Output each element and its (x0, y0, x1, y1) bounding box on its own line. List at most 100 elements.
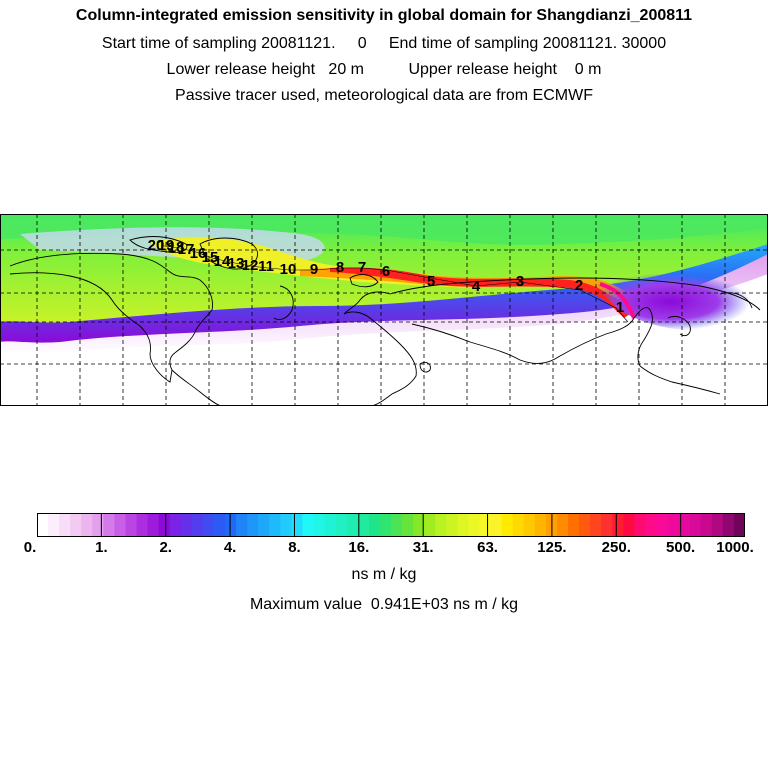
colorbar-cell (435, 513, 447, 537)
colorbar-cell (48, 513, 60, 537)
maximum-value: Maximum value 0.941E+03 ns m / kg (249, 596, 519, 613)
colorbar-cell (92, 513, 104, 537)
lat-lon-grid (0, 214, 768, 406)
colorbar-cell (391, 513, 403, 537)
colorbar-cell (579, 513, 591, 537)
colorbar-cell (103, 513, 116, 537)
trajectory-track (163, 245, 629, 323)
colorbar-cell (225, 513, 237, 537)
colorbar-cell (368, 513, 381, 537)
colorbar-cell (700, 513, 713, 537)
colorbar-cell (501, 513, 514, 537)
colorbar-cell (490, 513, 503, 537)
colorbar-cell (302, 513, 315, 537)
colorbar-tick-label: 1000. (716, 539, 754, 556)
trajectory-label: 18 (168, 239, 185, 256)
colorbar-cell (81, 513, 93, 537)
colorbar-cell (280, 513, 293, 537)
colorbar-tick-label: 250. (601, 539, 631, 556)
colorbar-tick-label: 2. (159, 539, 172, 556)
colorbar-cell (247, 513, 259, 537)
trajectory-label: 12 (242, 257, 259, 274)
colorbar-cell (689, 513, 702, 537)
colorbar-cell (733, 513, 745, 537)
colorbar-cell (346, 513, 359, 537)
colorbar-cell (711, 513, 724, 537)
colorbar-cell (335, 513, 348, 537)
trajectory-label: 4 (472, 278, 481, 295)
colorbar-cell (568, 513, 580, 537)
trajectory-label: 10 (280, 261, 297, 278)
trajectory-label: 6 (382, 263, 390, 280)
colorbar-cell (457, 513, 470, 537)
colorbar-frame (37, 513, 745, 537)
colorbar-cell (214, 513, 226, 537)
trajectory-label: 3 (516, 273, 524, 290)
colorbar-cell (202, 513, 215, 537)
sensitivity-field (0, 214, 768, 406)
plot-title: Column-integrated emission sensitivity i… (75, 7, 693, 24)
colorbar-cell (291, 513, 304, 537)
colorbar-tick-label: 4. (223, 539, 237, 556)
colorbar-cell (136, 513, 149, 537)
colorbar-cell (379, 513, 392, 537)
trajectory-label: 11 (258, 258, 274, 275)
colorbar-cell (169, 513, 182, 537)
trajectory-label: 15 (202, 249, 219, 266)
trajectory-label: 20 (148, 237, 165, 254)
trajectory-labels: 1 2 3 4 5 6 7 8 9 10 11 12 13 14 15 16 1… (148, 237, 625, 316)
colorbar-cell (236, 513, 248, 537)
colorbar-cell (158, 513, 171, 537)
colorbar-cell (645, 513, 658, 537)
colorbar-units: ns m / kg (351, 566, 417, 583)
colorbar-cell (191, 513, 204, 537)
colorbar-cell (534, 513, 547, 537)
colorbar-cell (468, 513, 481, 537)
colorbar-cell (324, 513, 337, 537)
colorbar-tick-label: 500. (666, 539, 696, 556)
colorbar-tick-label: 16. (348, 539, 370, 556)
colorbar-cell (37, 513, 49, 537)
colorbar-cell (612, 513, 624, 537)
colorbar-cell (678, 513, 691, 537)
colorbar-tick-label: 8. (288, 539, 301, 556)
colorbar-cell (623, 513, 635, 537)
colorbar-tick-label: 1. (95, 539, 108, 556)
trajectory-label: 13 (228, 255, 245, 272)
colorbar-cell (667, 513, 680, 537)
colorbar-cell (402, 513, 414, 537)
colorbar-cell (114, 513, 127, 537)
trajectory-label: 8 (336, 259, 344, 276)
colorbar-cell (125, 513, 138, 537)
trajectory-label: 7 (358, 259, 366, 276)
colorbar-cell (656, 513, 669, 537)
colorbar-cell (313, 513, 326, 537)
trajectory-label: 16 (190, 245, 207, 262)
colorbar-cell (180, 513, 193, 537)
colorbar-cell (512, 513, 525, 537)
colorbar-cell (601, 513, 613, 537)
colorbar-cell (523, 513, 536, 537)
colorbar-cell (479, 513, 492, 537)
sampling-time-line: Start time of sampling 20081121. 0 End t… (101, 35, 667, 52)
release-height-line: Lower release height 20 m Upper release … (166, 61, 602, 78)
emission-sensitivity-map: 1 2 3 4 5 6 7 8 9 10 11 12 13 14 15 16 1… (0, 214, 768, 406)
colorbar-tick-label: 31. (412, 539, 434, 556)
colorbar-cell (59, 513, 71, 537)
coastlines (9, 236, 761, 406)
colorbar-cell (413, 513, 425, 537)
colorbar-cell (424, 513, 436, 537)
colorbar-cell (269, 513, 281, 537)
trajectory-label: 19 (158, 237, 175, 254)
colorbar-tick-label: 0. (23, 539, 37, 556)
colorbar-cell (634, 513, 647, 537)
colorbar-cell (556, 513, 569, 537)
trajectory-label: 17 (178, 241, 195, 258)
trajectory-label: 5 (427, 273, 435, 290)
colorbar-cell (446, 513, 458, 537)
colorbar-cell (147, 513, 160, 537)
colorbar (37, 513, 745, 537)
colorbar-cell (357, 513, 370, 537)
colorbar-cell (590, 513, 602, 537)
trajectory-label: 9 (310, 261, 318, 278)
